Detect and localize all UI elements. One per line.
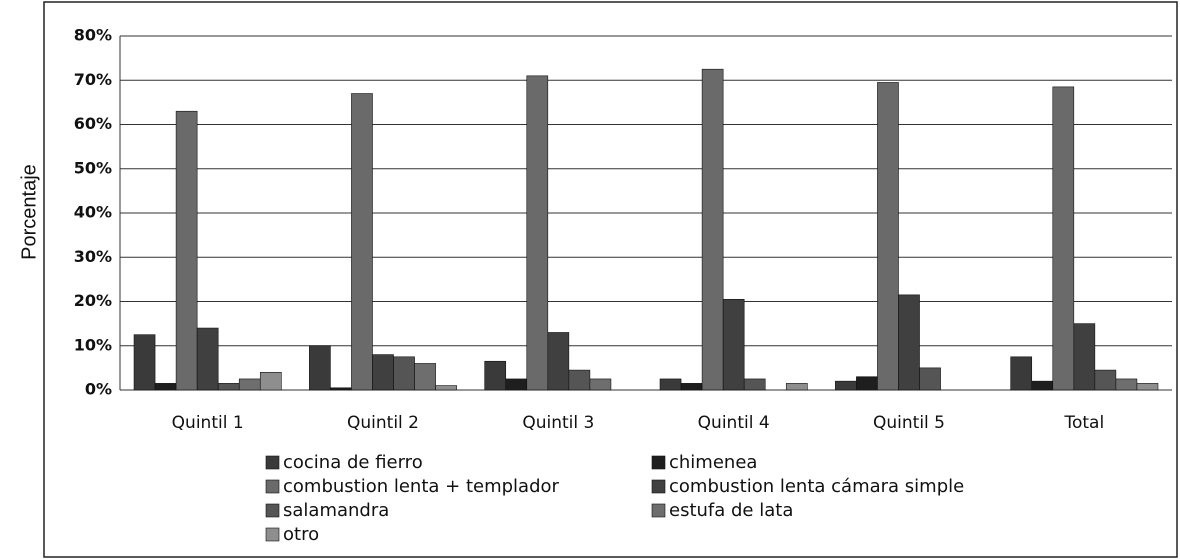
bar	[659, 378, 682, 391]
bar	[330, 387, 352, 391]
legend-swatch	[265, 527, 280, 542]
legend-swatch	[265, 479, 280, 494]
bar	[1031, 380, 1054, 391]
y-tick-label: 10%	[74, 335, 112, 354]
bar	[238, 378, 261, 391]
bar	[1136, 383, 1159, 391]
y-tick-label: 50%	[74, 158, 112, 177]
y-tick-label: 30%	[74, 247, 112, 266]
y-tick-label: 20%	[74, 291, 112, 310]
y-tick-label: 40%	[74, 203, 112, 222]
bar	[898, 294, 920, 391]
bar	[856, 376, 878, 391]
x-tick-label: Quintil 3	[522, 413, 594, 433]
bar	[680, 383, 703, 391]
x-tick-label: Quintil 5	[873, 413, 945, 433]
legend-label: combustion lenta + templador	[283, 476, 560, 497]
bar	[526, 75, 549, 391]
bar	[259, 371, 282, 391]
legend-label: combustion lenta cámara simple	[669, 476, 964, 497]
bar	[351, 93, 373, 391]
bar	[919, 367, 941, 391]
chart-border	[43, 1, 1178, 558]
bar	[133, 334, 156, 391]
x-tick-label: Quintil 2	[347, 413, 419, 433]
bar	[1052, 86, 1075, 391]
legend-swatch	[651, 455, 666, 470]
x-tick-label: Quintil 1	[172, 413, 244, 433]
bar	[877, 82, 899, 391]
y-axis-label: Porcentaje	[18, 164, 40, 260]
bar	[372, 354, 394, 391]
bar	[1094, 369, 1117, 391]
bar	[701, 68, 724, 391]
bar	[568, 369, 591, 391]
y-tick-label: 80%	[74, 26, 112, 45]
y-tick-label: 70%	[74, 70, 112, 89]
bar	[547, 332, 570, 391]
bar	[835, 380, 857, 391]
bar	[196, 327, 219, 391]
legend-label: chimenea	[669, 452, 757, 473]
legend-swatch	[265, 455, 280, 470]
bar	[484, 360, 507, 391]
legend-swatch	[265, 503, 280, 518]
bar	[785, 383, 808, 391]
bar	[743, 378, 766, 391]
bar	[414, 363, 436, 391]
y-tick-label: 0%	[85, 380, 112, 399]
bar	[393, 356, 415, 391]
bar	[175, 110, 198, 391]
bar	[435, 385, 457, 391]
y-tick-label: 60%	[74, 114, 112, 133]
x-tick-label: Quintil 4	[698, 413, 770, 433]
bar	[589, 378, 612, 391]
legend-label: otro	[283, 524, 319, 545]
legend-label: salamandra	[283, 500, 389, 521]
bar	[1115, 378, 1138, 391]
bar	[217, 383, 240, 391]
bar	[154, 383, 177, 391]
bar	[722, 298, 745, 391]
bar	[309, 345, 331, 391]
bar	[505, 378, 528, 391]
legend-label: cocina de fierro	[283, 452, 423, 473]
bar	[1073, 323, 1096, 391]
legend-label: estufa de lata	[669, 500, 793, 521]
legend-swatch	[651, 479, 666, 494]
x-tick-label: Total	[1063, 413, 1104, 433]
bar	[1010, 356, 1033, 391]
legend-swatch	[651, 503, 666, 518]
